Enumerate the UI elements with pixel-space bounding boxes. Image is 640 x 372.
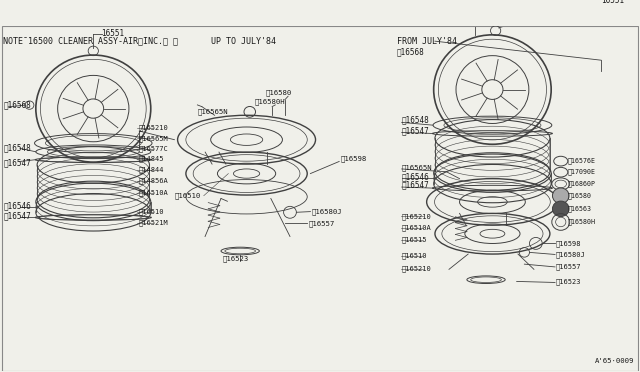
Text: ※16580J: ※16580J	[556, 251, 586, 258]
Text: ※16546: ※16546	[3, 201, 31, 210]
Text: ※16510: ※16510	[402, 253, 428, 259]
Text: ※16521M: ※16521M	[139, 219, 168, 226]
Text: ※16565M: ※16565M	[139, 135, 168, 142]
Text: ※16547: ※16547	[402, 126, 429, 135]
Text: ※16565N: ※16565N	[402, 164, 433, 171]
Text: ※165210: ※165210	[139, 125, 168, 131]
Text: ※16523: ※16523	[223, 255, 249, 262]
Text: ※16523: ※16523	[556, 279, 581, 285]
Text: ※16548: ※16548	[402, 115, 429, 125]
Text: ※16557: ※16557	[308, 220, 335, 227]
Ellipse shape	[552, 201, 569, 217]
Text: ※165210: ※165210	[402, 213, 431, 220]
Text: ※17090E: ※17090E	[567, 169, 595, 176]
Text: ※16548: ※16548	[3, 143, 31, 152]
Text: 16551: 16551	[102, 29, 125, 38]
Text: UP TO JULY'84: UP TO JULY'84	[211, 37, 276, 46]
Text: ※165210: ※165210	[402, 266, 431, 272]
Text: ※16580: ※16580	[266, 90, 292, 96]
Text: ※16568: ※16568	[3, 100, 31, 110]
Text: ※16547: ※16547	[3, 211, 31, 220]
Ellipse shape	[552, 188, 569, 203]
Text: ※16563: ※16563	[567, 205, 591, 212]
Text: ※16598: ※16598	[340, 156, 367, 162]
Text: ※16510A: ※16510A	[139, 189, 168, 196]
Text: ※16568: ※16568	[397, 47, 424, 56]
Text: ※16580J: ※16580J	[312, 208, 342, 215]
Text: ※16598: ※16598	[556, 240, 581, 247]
Text: ※16580H: ※16580H	[255, 99, 285, 105]
Text: ※16515: ※16515	[402, 237, 428, 243]
Text: ※16557: ※16557	[556, 264, 581, 270]
Text: 16551: 16551	[601, 0, 624, 6]
Text: NOTE¯16500 CLEANER ASSY-AIR（INC.※ ）: NOTE¯16500 CLEANER ASSY-AIR（INC.※ ）	[3, 37, 179, 46]
Text: ※16510: ※16510	[174, 192, 201, 199]
Text: ※16860P: ※16860P	[567, 181, 595, 187]
Text: ※16576E: ※16576E	[567, 158, 595, 164]
Text: A'65·0009: A'65·0009	[595, 358, 634, 364]
Text: ※14856A: ※14856A	[139, 178, 168, 185]
Text: ※16510A: ※16510A	[402, 225, 431, 231]
Text: ※14845: ※14845	[139, 156, 164, 162]
Text: ※16547: ※16547	[402, 181, 429, 190]
Text: ※16510: ※16510	[139, 208, 164, 215]
Text: ※16546: ※16546	[402, 172, 429, 181]
Text: FROM JULY'84: FROM JULY'84	[397, 37, 456, 46]
Text: ※16580: ※16580	[567, 192, 591, 199]
Text: ※16565N: ※16565N	[197, 109, 228, 115]
Text: ※16577C: ※16577C	[139, 145, 168, 152]
Text: ※14844: ※14844	[139, 167, 164, 173]
Text: ※16580H: ※16580H	[567, 219, 595, 225]
Text: ※16547: ※16547	[3, 158, 31, 167]
